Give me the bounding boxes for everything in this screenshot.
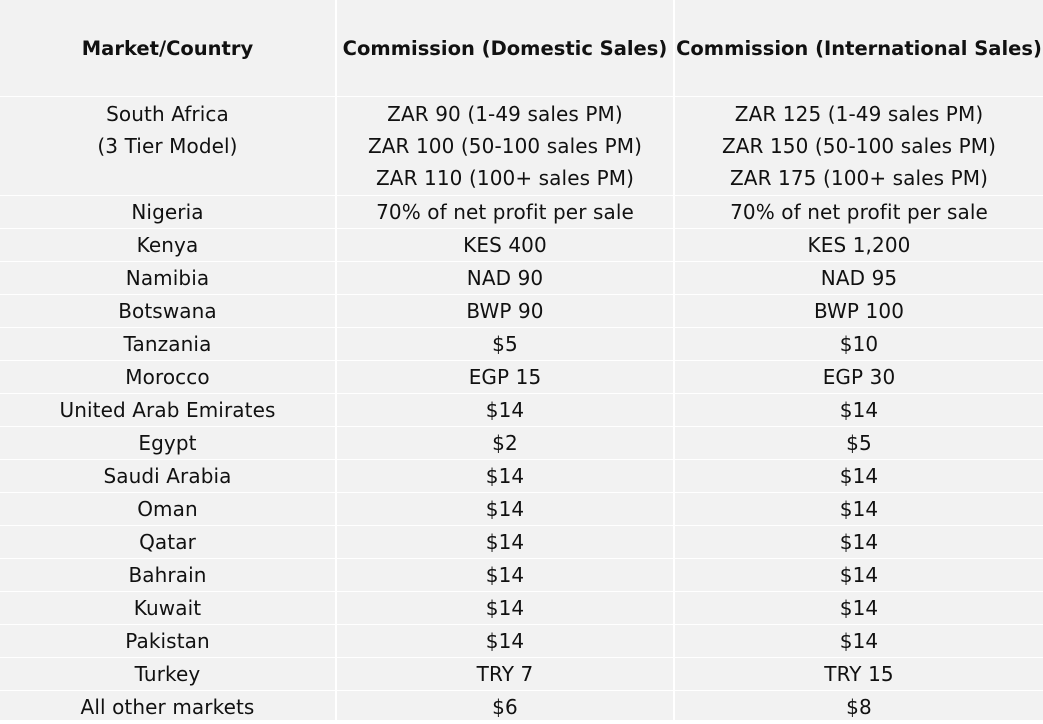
tier-line: ZAR 175 (100+ sales PM) [730,166,988,190]
cell-international: 70% of net profit per sale [675,196,1043,229]
cell-domestic: $14 [337,526,675,559]
tier-line: ZAR 100 (50-100 sales PM) [367,134,643,158]
cell-country: Egypt [0,427,337,460]
cell-domestic: EGP 15 [337,361,675,394]
header-market: Market/Country [0,0,337,97]
cell-country: Morocco [0,361,337,394]
cell-domestic: 70% of net profit per sale [337,196,675,229]
cell-international-south-africa: ZAR 125 (1-49 sales PM) ZAR 150 (50-100 … [675,97,1043,196]
cell-country: Tanzania [0,328,337,361]
cell-international: $14 [675,526,1043,559]
tier-line: ZAR 110 (100+ sales PM) [376,166,634,190]
cell-domestic: $2 [337,427,675,460]
cell-domestic: TRY 7 [337,658,675,691]
cell-international: $14 [675,625,1043,658]
cell-country: All other markets [0,691,337,724]
cell-country: Pakistan [0,625,337,658]
header-domestic: Commission (Domestic Sales) [337,0,675,97]
country-line: South Africa [106,102,229,126]
country-line: (3 Tier Model) [97,134,238,158]
cell-domestic: $14 [337,625,675,658]
tier-line: ZAR 90 (1-49 sales PM) [387,102,623,126]
cell-international: $10 [675,328,1043,361]
cell-country: Oman [0,493,337,526]
tier-line: ZAR 125 (1-49 sales PM) [734,102,984,126]
tier-line: ZAR 150 (50-100 sales PM) [721,134,997,158]
cell-international: KES 1,200 [675,229,1043,262]
cell-domestic: $5 [337,328,675,361]
cell-country: Kuwait [0,592,337,625]
cell-domestic: $14 [337,592,675,625]
cell-domestic: $14 [337,493,675,526]
cell-international: NAD 95 [675,262,1043,295]
cell-domestic: $14 [337,559,675,592]
cell-international: $8 [675,691,1043,724]
cell-country: Namibia [0,262,337,295]
cell-country: Saudi Arabia [0,460,337,493]
cell-domestic: BWP 90 [337,295,675,328]
cell-domestic: $6 [337,691,675,724]
cell-country: Turkey [0,658,337,691]
cell-country: Nigeria [0,196,337,229]
cell-country: Bahrain [0,559,337,592]
cell-international: $14 [675,460,1043,493]
cell-country-south-africa: South Africa (3 Tier Model) [0,97,337,196]
cell-international: $14 [675,493,1043,526]
cell-international: $14 [675,394,1043,427]
cell-international: $5 [675,427,1043,460]
country-line-spacer [164,162,170,194]
cell-international: EGP 30 [675,361,1043,394]
cell-international: $14 [675,592,1043,625]
cell-country: Qatar [0,526,337,559]
cell-country: Botswana [0,295,337,328]
cell-country: United Arab Emirates [0,394,337,427]
cell-international: TRY 15 [675,658,1043,691]
cell-country: Kenya [0,229,337,262]
cell-domestic: NAD 90 [337,262,675,295]
header-international: Commission (International Sales) [675,0,1043,97]
cell-domestic: $14 [337,394,675,427]
cell-domestic-south-africa: ZAR 90 (1-49 sales PM) ZAR 100 (50-100 s… [337,97,675,196]
cell-international: $14 [675,559,1043,592]
cell-domestic: KES 400 [337,229,675,262]
cell-domestic: $14 [337,460,675,493]
cell-international: BWP 100 [675,295,1043,328]
